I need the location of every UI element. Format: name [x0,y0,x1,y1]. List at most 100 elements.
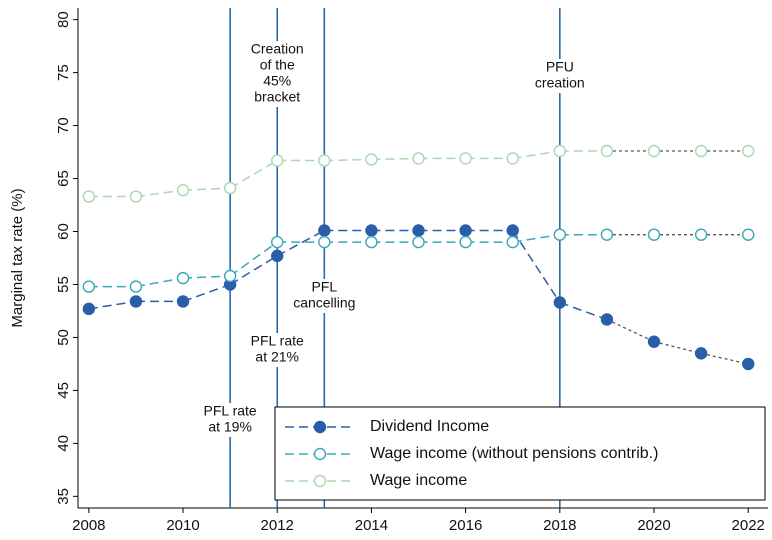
marker [647,228,661,241]
y-tick-label: 65 [55,170,72,187]
marker [318,235,331,249]
marker [459,235,472,249]
annotation-text: PFL rate [251,333,304,349]
line-segment [371,157,419,161]
legend-box [274,406,766,501]
y-tick-label: 75 [55,64,72,81]
y-tick-label: 80 [55,11,72,28]
marker [129,295,143,308]
marker [82,280,96,293]
y-tick-label: 55 [55,276,72,293]
marker [600,228,614,241]
annotation-text: at 21% [255,349,299,365]
legend-label: Dividend Income [370,418,489,435]
line-segment [182,283,231,303]
annotation-text: creation [535,75,585,91]
line-segment [512,233,560,243]
annotation-text: of the [260,57,295,73]
annotation-text: bracket [254,89,300,105]
marker [742,144,755,158]
annotation-background [195,403,265,437]
annotation-text: Creation [251,41,304,57]
line-segment [512,230,561,303]
legend-label: Wage income [370,472,467,489]
line-segment [324,158,372,162]
marker [82,190,96,203]
marker [412,224,425,237]
annotation: PFUcreation2018 [525,59,595,93]
marker [742,228,755,241]
marker [82,302,96,316]
marker [176,295,190,308]
y-tick-label: 35 [55,488,72,505]
x-tick-label: 2008 [72,517,105,534]
line-segment [182,187,231,191]
y-tick-label: 70 [55,117,72,134]
line-segment [229,241,278,277]
marker [271,154,284,167]
marker [176,271,190,285]
legend-marker [313,474,327,488]
marker [694,228,708,241]
line-segment [559,301,608,321]
annotation-text: cancelling [293,295,355,311]
marker [600,313,614,326]
marker [553,228,567,241]
marker [412,235,425,249]
legend-marker [313,447,327,461]
marker [365,153,378,166]
x-tick-label: 2010 [166,517,199,534]
marker [223,181,237,195]
marker [600,144,614,158]
marker [365,235,378,249]
marker [506,152,519,165]
x-tick-label: 2014 [355,517,388,534]
annotation-text: PFL [311,279,337,295]
line-segment [182,275,231,279]
marker [129,190,143,203]
line-segment [135,189,184,198]
line-segment [606,318,655,343]
marker [318,224,331,237]
line-segment [88,300,137,310]
y-tick-label: 60 [55,223,72,240]
marker [506,224,519,237]
marker [506,235,519,249]
y-tick-label: 45 [55,382,72,399]
line-segment [229,159,278,189]
marker [553,144,567,158]
marker [742,357,755,371]
x-tick-label: 2020 [637,517,670,534]
line-segment [135,277,184,288]
annotation-background [525,59,595,93]
legend-label: Wage income (without pensions contrib.) [370,445,658,462]
line-segment [653,341,702,354]
marker [694,144,708,158]
y-tick-label: 40 [55,435,72,452]
line-segment [512,150,560,160]
marker [459,152,472,165]
annotation-background [242,41,312,107]
marker [223,269,237,283]
marker [365,224,378,237]
line-segment [276,229,325,257]
x-tick-label: 2018 [543,517,576,534]
x-tick-label: 2016 [449,517,482,534]
line-segment [229,255,278,286]
annotation-background [282,279,367,313]
annotation-text: PFU [546,59,574,75]
marker [176,184,190,197]
annotation-text: at 19% [208,419,252,435]
annotation-background [242,333,312,367]
y-axis-label: Marginal tax rate (%) [9,188,26,327]
marker [647,144,661,158]
marker [694,347,708,360]
x-tick-label: 2022 [732,517,765,534]
legend: Dividend Income Wage income (without pens… [274,406,766,501]
marker [647,335,661,348]
line-segment [700,352,749,365]
